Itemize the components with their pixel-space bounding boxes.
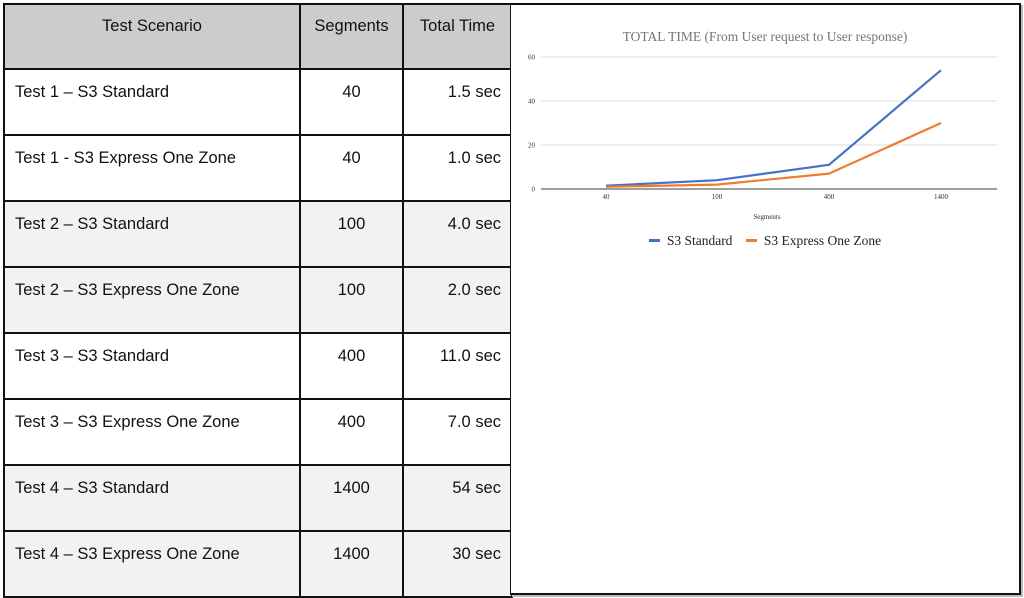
cell-segments: 400 [299, 332, 404, 400]
table-row: Test 1 - S3 Express One Zone 40 1.0 sec [3, 134, 513, 202]
cell-total-time: 30 sec [402, 530, 513, 598]
x-tick-label: 100 [712, 193, 723, 201]
table-row: Test 2 – S3 Express One Zone 100 2.0 sec [3, 266, 513, 334]
cell-total-time: 11.0 sec [402, 332, 513, 400]
header-total-time: Total Time [402, 3, 513, 70]
legend-item-s3-express: S3 Express One Zone [745, 232, 882, 249]
chart-panel: TOTAL TIME (From User request to User re… [510, 3, 1021, 595]
cell-segments: 1400 [299, 464, 404, 532]
cell-segments: 40 [299, 68, 404, 136]
legend-swatch-icon [648, 239, 660, 242]
table-row: Test 1 – S3 Standard 40 1.5 sec [3, 68, 513, 136]
legend-swatch-icon [745, 239, 757, 242]
cell-scenario: Test 3 – S3 Standard [3, 332, 301, 400]
cell-segments: 100 [299, 200, 404, 268]
x-tick-label: 400 [824, 193, 835, 201]
results-table: Test Scenario Segments Total Time Test 1… [3, 3, 513, 598]
line-chart: 0 20 40 60 40 100 400 1400 Segments [528, 54, 997, 221]
cell-total-time: 1.5 sec [402, 68, 513, 136]
cell-scenario: Test 4 – S3 Express One Zone [3, 530, 301, 598]
table-row: Test 2 – S3 Standard 100 4.0 sec [3, 200, 513, 268]
header-test-scenario: Test Scenario [3, 3, 301, 70]
y-tick-label: 0 [532, 186, 536, 194]
cell-total-time: 54 sec [402, 464, 513, 532]
cell-segments: 400 [299, 398, 404, 466]
chart-legend: S3 Standard S3 Express One Zone [511, 230, 1019, 249]
cell-segments: 1400 [299, 530, 404, 598]
cell-total-time: 2.0 sec [402, 266, 513, 334]
x-tick-label: 40 [603, 193, 611, 201]
cell-segments: 100 [299, 266, 404, 334]
series-line-s3-standard [605, 69, 942, 187]
cell-scenario: Test 1 – S3 Standard [3, 68, 301, 136]
x-axis-title: Segments [753, 213, 780, 221]
x-tick-label: 1400 [934, 193, 949, 201]
header-segments: Segments [299, 3, 404, 70]
legend-item-s3-standard: S3 Standard [648, 232, 733, 249]
table-row: Test 4 – S3 Standard 1400 54 sec [3, 464, 513, 532]
y-tick-label: 20 [528, 142, 536, 150]
cell-segments: 40 [299, 134, 404, 202]
y-tick-label: 60 [528, 54, 536, 62]
legend-label: S3 Express One Zone [763, 232, 882, 248]
cell-scenario: Test 3 – S3 Express One Zone [3, 398, 301, 466]
series-line-s3-express-one-zone [605, 121, 942, 188]
results-table-container: Test Scenario Segments Total Time Test 1… [3, 3, 513, 598]
table-row: Test 4 – S3 Express One Zone 1400 30 sec [3, 530, 513, 598]
cell-scenario: Test 2 – S3 Express One Zone [3, 266, 301, 334]
cell-total-time: 7.0 sec [402, 398, 513, 466]
cell-total-time: 4.0 sec [402, 200, 513, 268]
table-row: Test 3 – S3 Express One Zone 400 7.0 sec [3, 398, 513, 466]
table-row: Test 3 – S3 Standard 400 11.0 sec [3, 332, 513, 400]
cell-total-time: 1.0 sec [402, 134, 513, 202]
table-header-row: Test Scenario Segments Total Time [3, 3, 513, 70]
y-tick-label: 40 [528, 98, 536, 106]
cell-scenario: Test 4 – S3 Standard [3, 464, 301, 532]
cell-scenario: Test 1 - S3 Express One Zone [3, 134, 301, 202]
cell-scenario: Test 2 – S3 Standard [3, 200, 301, 268]
legend-label: S3 Standard [666, 232, 733, 248]
chart-title: TOTAL TIME (From User request to User re… [622, 29, 908, 44]
